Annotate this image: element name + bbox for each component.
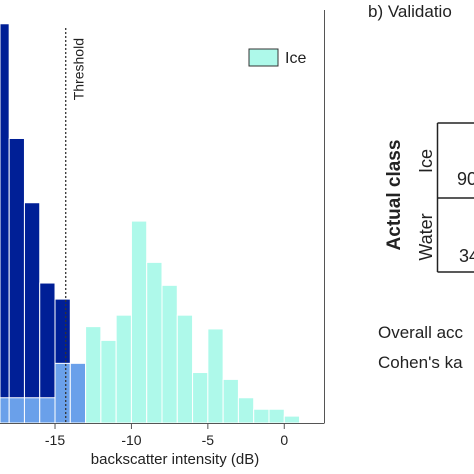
water-bar-0	[0, 23, 10, 424]
ice-bar-9	[222, 378, 239, 424]
ice-bar-6	[176, 314, 194, 424]
cohens-kappa-text: Cohen's ka	[378, 353, 463, 372]
panel-b-title: b) Validatio	[368, 2, 452, 21]
cell-water-ice: 34	[459, 246, 474, 266]
legend: Ice	[248, 48, 306, 67]
overlap-bar-1	[8, 397, 25, 424]
legend-swatch-ice	[248, 48, 279, 67]
x-axis-ticks: -15 -10 -5 0	[45, 423, 288, 448]
ice-bar-1	[100, 339, 117, 424]
ice-bar-13	[283, 415, 301, 424]
overlap-bar-3	[39, 397, 56, 424]
overlap-bar-0	[0, 397, 10, 424]
ice-bar-7	[192, 372, 209, 424]
overlap-bar-4	[54, 362, 71, 424]
row-label-water: Water	[416, 213, 436, 260]
ice-bar-2	[115, 314, 132, 424]
actual-class-label: Actual class	[384, 140, 405, 251]
ice-bar-10	[237, 397, 255, 424]
ice-bar-4	[146, 261, 163, 424]
histogram-bars	[0, 23, 301, 424]
x-tick-label: 0	[280, 432, 288, 448]
cell-ice-ice: 90	[457, 169, 474, 189]
x-axis-label: backscatter intensity (dB)	[91, 451, 259, 468]
x-tick-label: -5	[202, 432, 215, 448]
overlap-bar-2	[23, 397, 41, 424]
ice-bar-8	[207, 328, 224, 424]
x-tick-label: -10	[121, 432, 141, 448]
water-bar-1	[8, 137, 25, 424]
ice-bar-11	[253, 408, 270, 424]
x-tick-label: -15	[45, 432, 65, 448]
overlap-bar-5	[69, 362, 87, 424]
ice-bar-5	[161, 284, 178, 424]
row-label-ice: Ice	[416, 149, 436, 173]
ice-bar-0	[85, 326, 102, 424]
confusion-matrix: Actual class Ice Water 90 34	[384, 122, 474, 273]
ice-bar-3	[130, 220, 148, 424]
threshold-label: Threshold	[71, 38, 87, 100]
legend-label-ice: Ice	[285, 50, 306, 67]
water-bar-2	[23, 202, 41, 424]
overall-accuracy-text: Overall acc	[378, 323, 464, 342]
ice-bar-12	[268, 408, 285, 424]
